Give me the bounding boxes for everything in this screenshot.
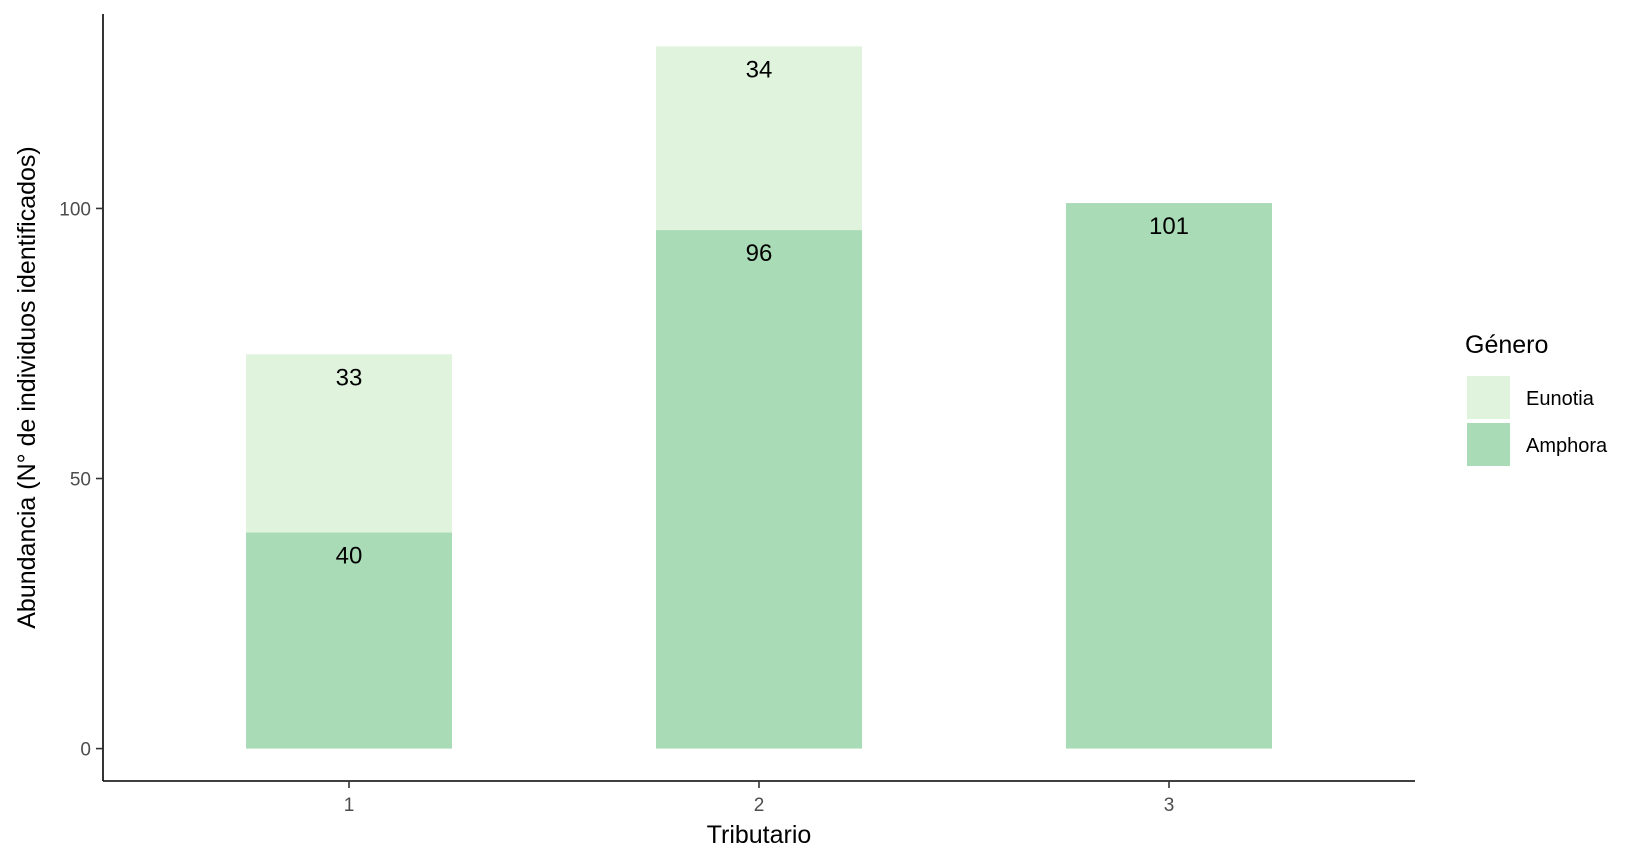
y-axis-title: Abundancia (N° de individuos identificad… <box>13 146 41 629</box>
data-label-amphora-1: 40 <box>336 543 363 570</box>
bar-eunotia-1 <box>246 354 452 533</box>
data-label-eunotia-1: 33 <box>336 364 363 391</box>
legend-key-eunotia <box>1467 376 1510 419</box>
bar-eunotia-2 <box>656 46 862 231</box>
legend-key-amphora <box>1467 423 1510 466</box>
legend: Género Eunotia Amphora <box>1465 331 1608 466</box>
bar-amphora-2 <box>656 230 862 749</box>
x-axis-title: Tributario <box>707 821 812 849</box>
legend-label-amphora: Amphora <box>1526 435 1608 457</box>
data-label-eunotia-2: 34 <box>746 56 773 83</box>
y-tick-label: 50 <box>70 470 91 491</box>
y-tick-label: 100 <box>59 199 91 220</box>
data-label-amphora-3: 101 <box>1149 213 1189 240</box>
bars-layer <box>246 46 1272 749</box>
legend-entries: Eunotia Amphora <box>1467 376 1608 466</box>
y-tick-label: 0 <box>80 740 91 761</box>
x-tick-label: 3 <box>1164 795 1175 816</box>
legend-title: Género <box>1465 331 1548 359</box>
legend-label-eunotia: Eunotia <box>1526 388 1595 410</box>
x-ticks: 1 2 3 <box>344 781 1175 816</box>
data-labels-layer: 40 33 96 34 101 <box>336 56 1189 569</box>
x-tick-label: 2 <box>754 795 765 816</box>
x-tick-label: 1 <box>344 795 355 816</box>
data-label-amphora-2: 96 <box>746 240 773 267</box>
bar-amphora-1 <box>246 532 452 749</box>
y-ticks: 0 50 100 <box>59 199 103 761</box>
bar-amphora-3 <box>1066 203 1272 749</box>
